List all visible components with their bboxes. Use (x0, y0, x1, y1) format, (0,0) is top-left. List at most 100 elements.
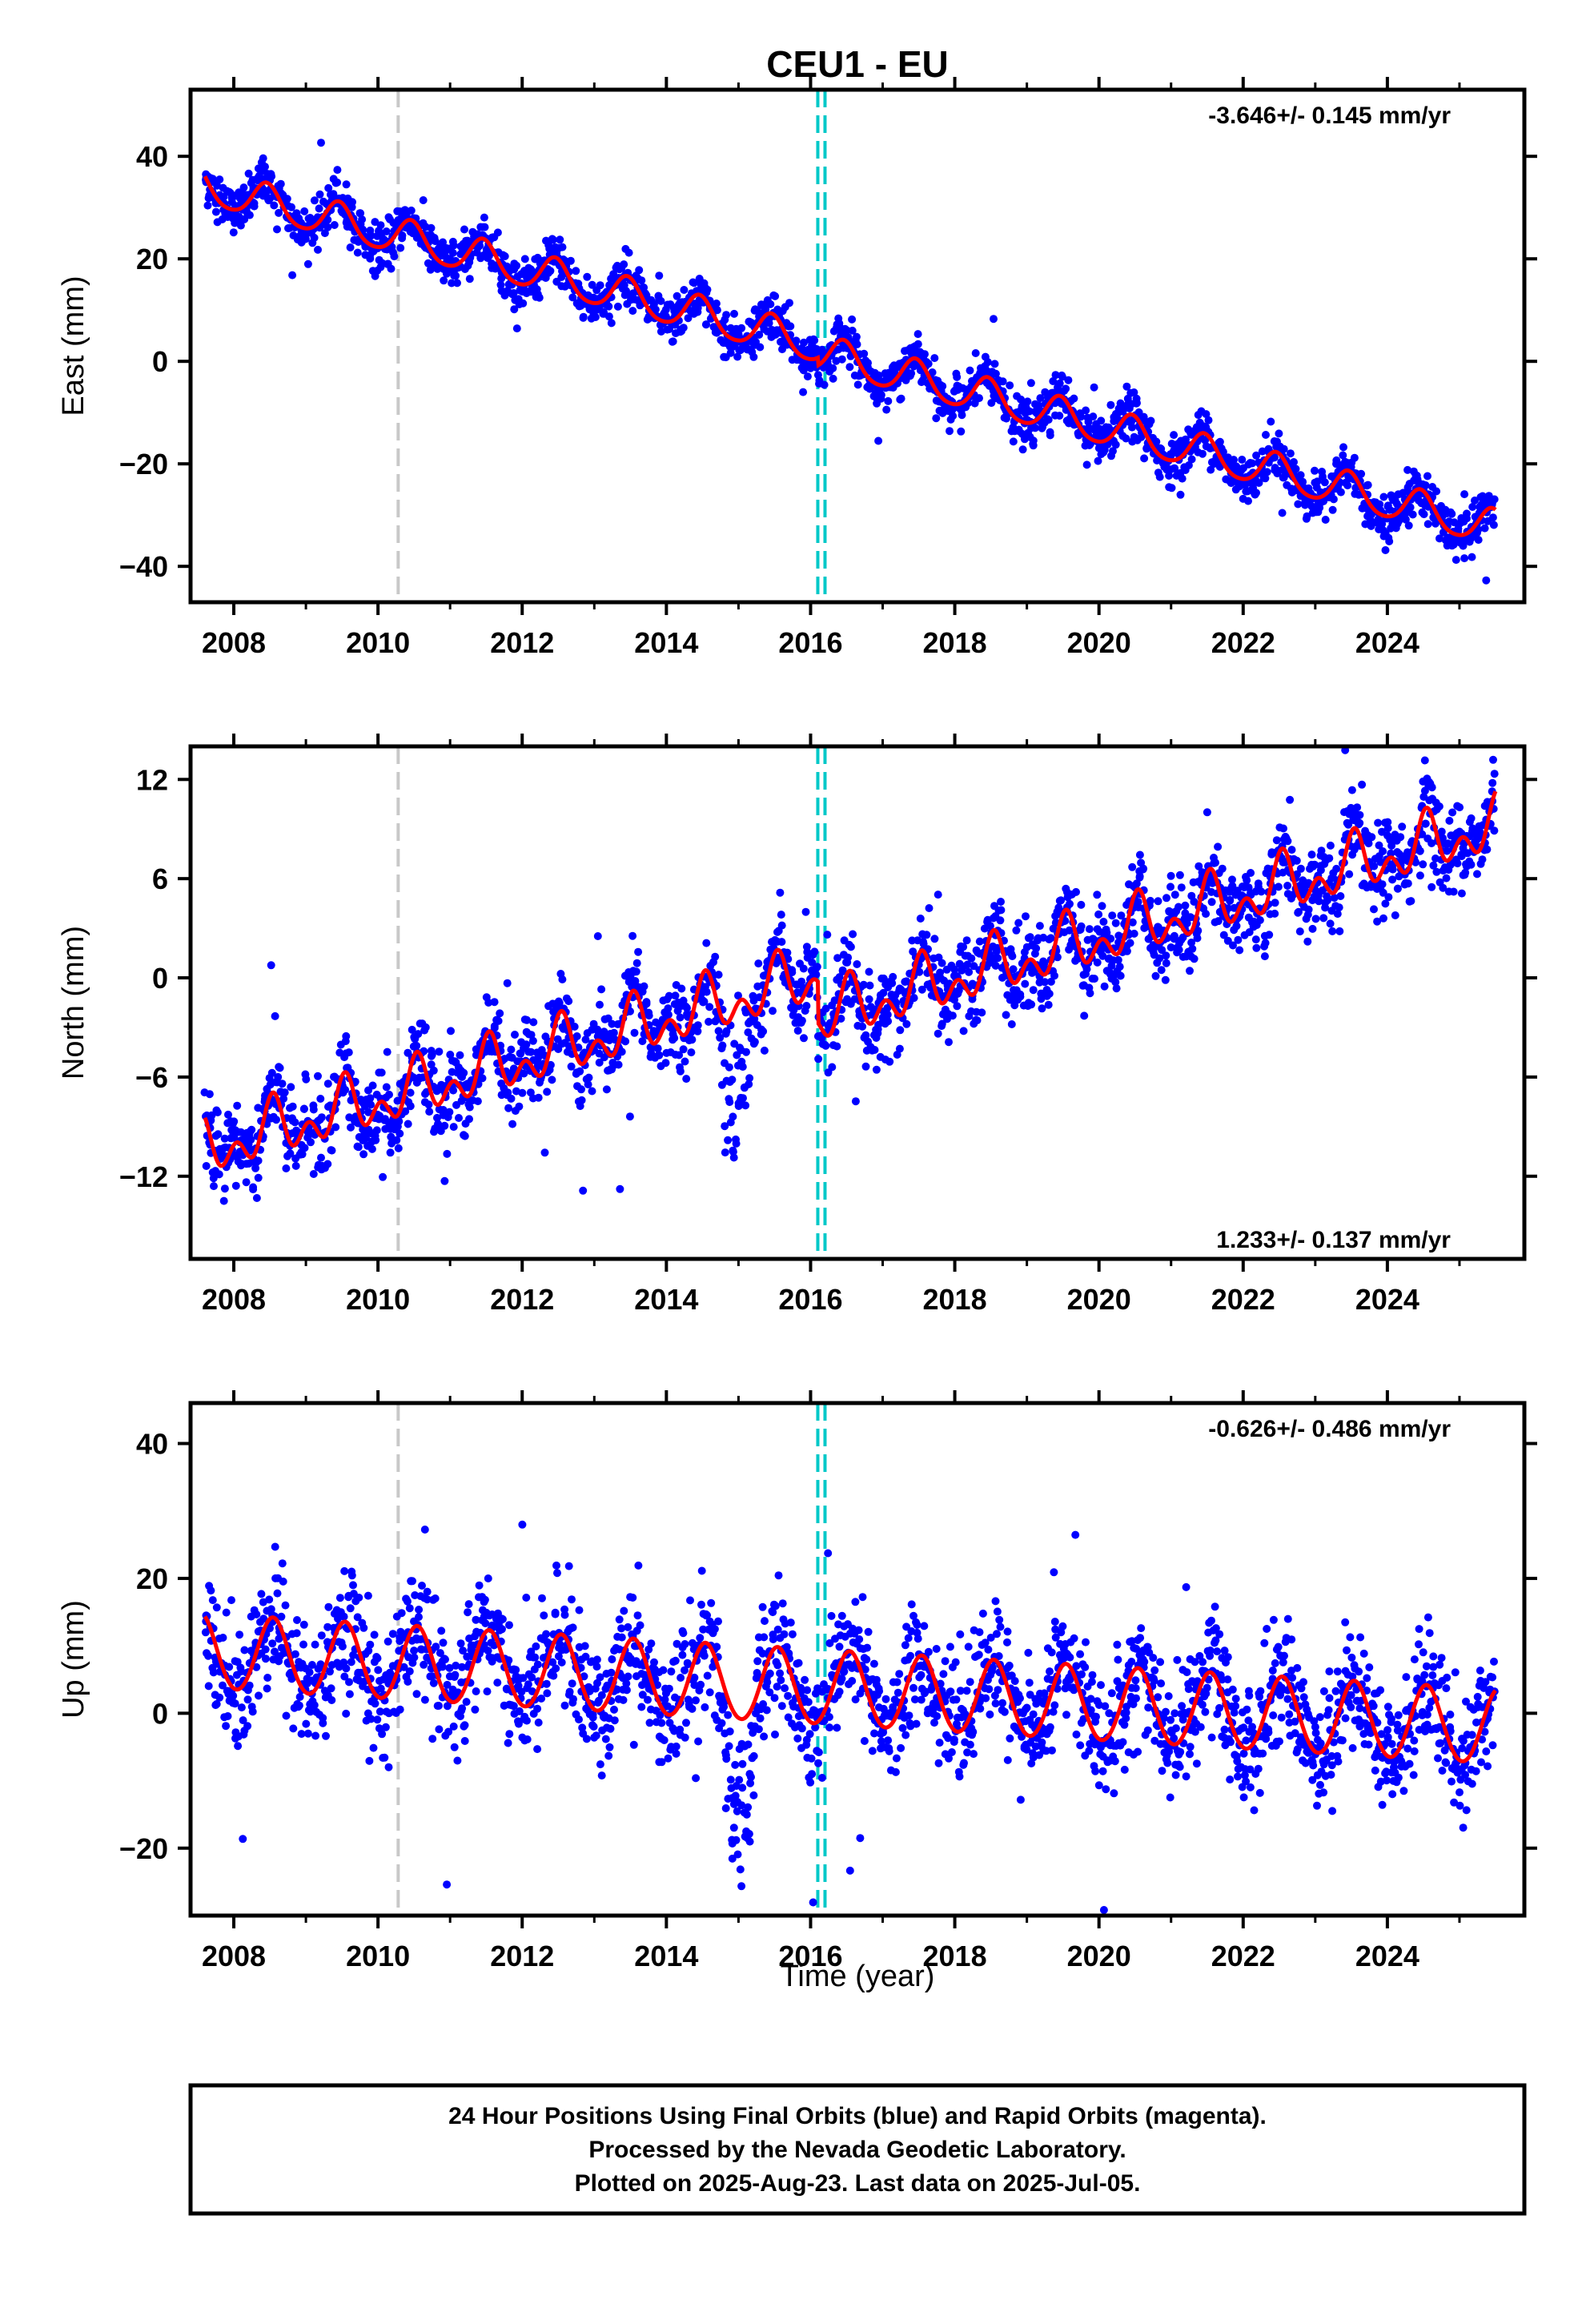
east-data-point (476, 241, 484, 250)
east-data-point (1432, 487, 1441, 496)
east-data-point (1328, 505, 1337, 514)
north-data-point (1358, 780, 1367, 789)
up-data-point (310, 1701, 319, 1710)
east-data-point (1463, 509, 1471, 518)
north-data-point (309, 1105, 318, 1114)
north-data-point (729, 1112, 737, 1121)
north-data-point (385, 1090, 393, 1099)
north-data-point (584, 1080, 592, 1089)
up-data-point (243, 1722, 252, 1731)
up-data-point (207, 1586, 215, 1595)
north-data-point (220, 1184, 229, 1193)
east-data-point (566, 256, 575, 265)
east-data-point (493, 228, 502, 237)
north-data-point (1445, 816, 1454, 825)
north-data-point (945, 1038, 953, 1047)
east-data-point (983, 358, 992, 367)
up-data-point (439, 1638, 448, 1647)
east-data-point (907, 369, 916, 378)
east-data-point (1357, 469, 1366, 478)
north-data-point (1190, 955, 1199, 963)
north-data-point (909, 994, 918, 1003)
east-x-tick-label: 2018 (923, 626, 987, 659)
up-data-point (261, 1645, 270, 1654)
north-data-point (1370, 862, 1379, 870)
east-data-point (891, 365, 899, 374)
north-data-point (760, 1046, 769, 1055)
east-data-point (651, 305, 660, 314)
east-data-point (1350, 453, 1359, 462)
up-data-point (339, 1612, 348, 1621)
north-data-point (872, 1065, 881, 1074)
east-data-point (848, 326, 857, 335)
up-data-point (243, 1695, 252, 1704)
north-data-point (1287, 846, 1296, 854)
east-data-point (1482, 576, 1491, 585)
north-data-point (1193, 934, 1202, 943)
east-data-point (624, 248, 633, 257)
east-data-point (465, 275, 474, 283)
north-data-point (617, 1047, 626, 1056)
east-data-point (800, 338, 808, 347)
east-data-point (810, 336, 819, 344)
up-data-point (449, 1722, 458, 1731)
north-data-point (1396, 833, 1405, 842)
up-data-point (412, 1690, 421, 1699)
up-data-point (327, 1684, 335, 1693)
east-data-point (755, 331, 764, 339)
up-data-point (428, 1735, 437, 1743)
east-data-point (1267, 417, 1275, 426)
north-data-point (425, 1108, 434, 1116)
north-data-point (661, 1059, 670, 1068)
east-data-point (673, 292, 681, 300)
east-data-point (1447, 509, 1456, 518)
up-data-point (405, 1604, 414, 1613)
east-data-point (1023, 397, 1032, 406)
east-data-point (301, 235, 310, 243)
north-data-point (1490, 826, 1499, 835)
north-data-point (1014, 919, 1023, 927)
east-data-point (426, 265, 435, 274)
north-data-point (614, 1060, 623, 1069)
east-data-point (535, 293, 544, 302)
north-data-point (953, 1002, 962, 1011)
up-data-point (472, 1687, 480, 1695)
east-data-point (1094, 456, 1102, 465)
north-data-point (543, 1088, 552, 1096)
north-y-tick-label: 0 (152, 962, 168, 995)
east-data-point (1460, 490, 1469, 499)
north-data-point (1473, 870, 1481, 879)
north-data-point (478, 1074, 487, 1083)
north-data-point (925, 904, 934, 912)
north-data-point (896, 1026, 905, 1035)
east-data-point (1311, 466, 1319, 475)
east-data-point (860, 349, 869, 358)
north-data-point (443, 1149, 452, 1158)
up-data-point (342, 1709, 351, 1718)
up-data-point (435, 1702, 443, 1710)
east-data-point (215, 175, 224, 184)
east-data-point (971, 349, 980, 357)
east-data-point (1490, 495, 1499, 504)
north-data-point (865, 995, 873, 1003)
east-data-point (1363, 480, 1372, 489)
north-data-point (693, 1021, 702, 1030)
north-x-tick-label: 2012 (490, 1283, 554, 1316)
north-data-point (1008, 952, 1017, 960)
up-data-point (371, 1699, 379, 1708)
north-data-point (341, 1085, 350, 1094)
east-data-point (315, 204, 323, 213)
up-data-point (462, 1698, 471, 1707)
up-data-point (271, 1542, 279, 1551)
east-data-point (270, 201, 279, 210)
east-data-point (629, 289, 638, 298)
east-data-point (219, 193, 228, 201)
north-data-point (275, 1063, 284, 1072)
north-data-point (1044, 1000, 1053, 1009)
north-data-point (849, 930, 857, 939)
north-data-point (1427, 783, 1436, 792)
east-data-point (213, 181, 222, 190)
north-data-point (683, 1003, 691, 1012)
up-data-point (234, 1742, 243, 1751)
north-data-point (1347, 786, 1356, 794)
